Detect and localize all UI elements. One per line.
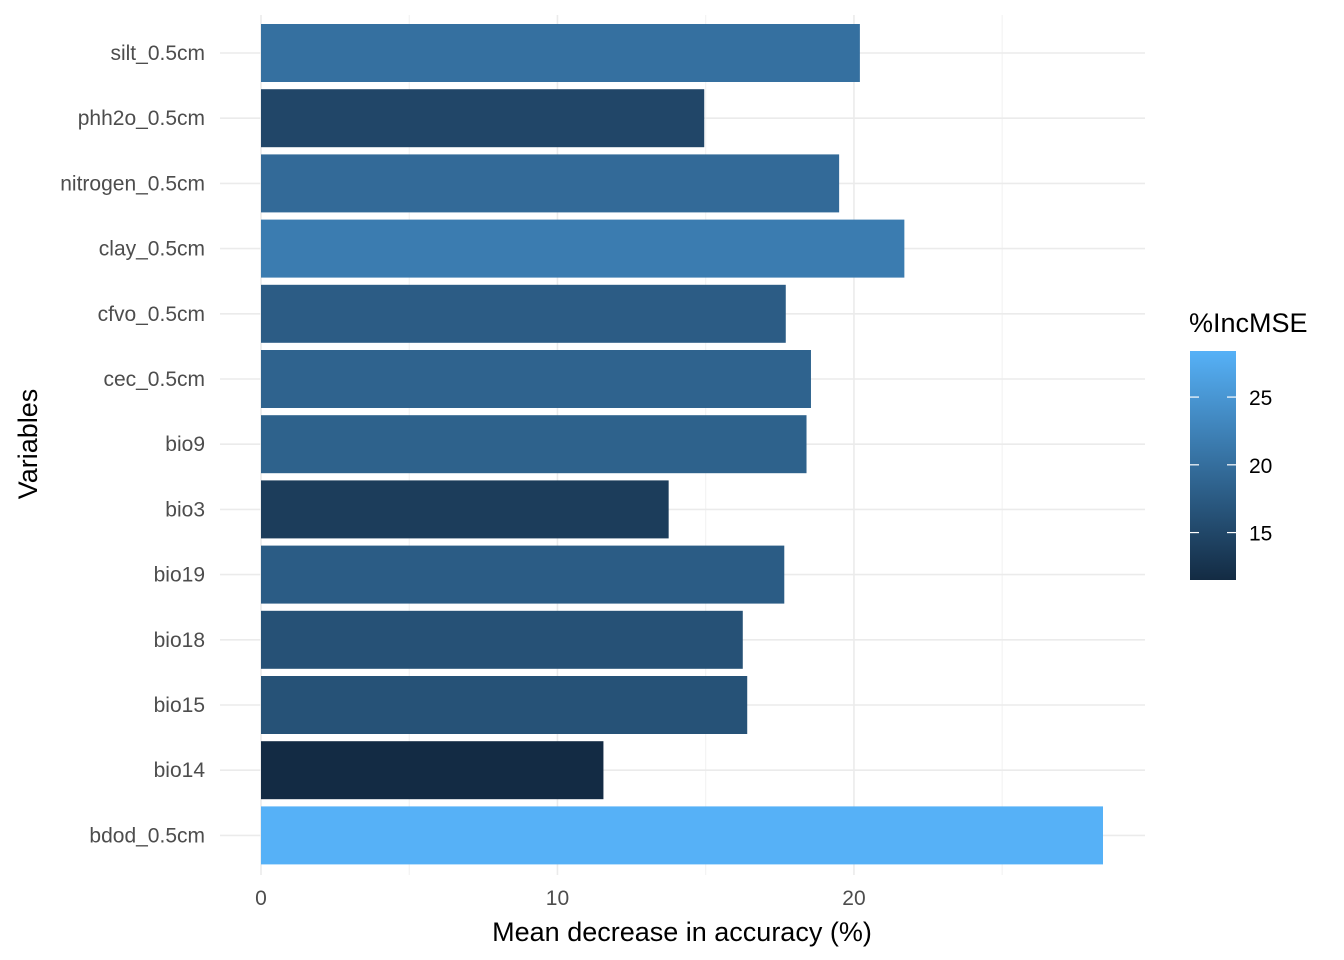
y-tick-label: bio18 xyxy=(154,629,205,652)
legend-ticks: 15 20 25 xyxy=(1190,387,1272,546)
bar-cec_0.5cm xyxy=(261,350,811,408)
y-tick-label: silt_0.5cm xyxy=(110,42,205,65)
x-tick-label: 0 xyxy=(255,887,267,910)
color-legend: %IncMSE 15 20 25 xyxy=(1189,308,1308,580)
legend-tick-label: 20 xyxy=(1249,455,1272,478)
y-tick-label: bio19 xyxy=(154,564,205,587)
bar-silt_0.5cm xyxy=(261,24,860,82)
x-axis-title: Mean decrease in accuracy (%) xyxy=(492,917,872,947)
bar-bio19 xyxy=(261,545,785,604)
y-tick-label: cec_0.5cm xyxy=(103,368,205,391)
legend-title: %IncMSE xyxy=(1189,308,1308,338)
y-tick-label: bdod_0.5cm xyxy=(89,824,205,847)
y-tick-label: cfvo_0.5cm xyxy=(98,303,205,326)
legend-tick-label: 25 xyxy=(1249,387,1272,410)
y-tick-label: clay_0.5cm xyxy=(99,238,205,261)
bar-nitrogen_0.5cm xyxy=(261,154,840,213)
y-tick-label: bio14 xyxy=(154,759,206,782)
legend-color-bar xyxy=(1190,351,1236,580)
y-tick-label: bio15 xyxy=(154,694,205,717)
y-tick-label: phh2o_0.5cm xyxy=(78,107,205,130)
bar-clay_0.5cm xyxy=(261,219,905,278)
x-axis-tick-labels: 0 10 20 xyxy=(255,887,865,910)
bar-bio3 xyxy=(261,480,669,539)
bar-phh2o_0.5cm xyxy=(261,89,705,148)
bar-bio15 xyxy=(261,676,748,734)
bar-bdod_0.5cm xyxy=(261,806,1103,865)
y-axis-title: Variables xyxy=(13,389,43,500)
y-tick-label: bio9 xyxy=(165,433,205,456)
y-tick-label: nitrogen_0.5cm xyxy=(60,172,205,195)
bar-bio9 xyxy=(261,415,807,474)
bars xyxy=(261,24,1103,865)
legend-tick-label: 15 xyxy=(1249,523,1272,546)
y-axis-tick-labels: silt_0.5cm phh2o_0.5cm nitrogen_0.5cm clay_… xyxy=(60,42,205,847)
x-tick-label: 20 xyxy=(842,887,865,910)
bar-bio14 xyxy=(261,741,604,800)
bar-bio18 xyxy=(261,610,743,669)
x-tick-label: 10 xyxy=(546,887,569,910)
bar-cfvo_0.5cm xyxy=(261,284,786,343)
y-tick-label: bio3 xyxy=(165,498,205,521)
